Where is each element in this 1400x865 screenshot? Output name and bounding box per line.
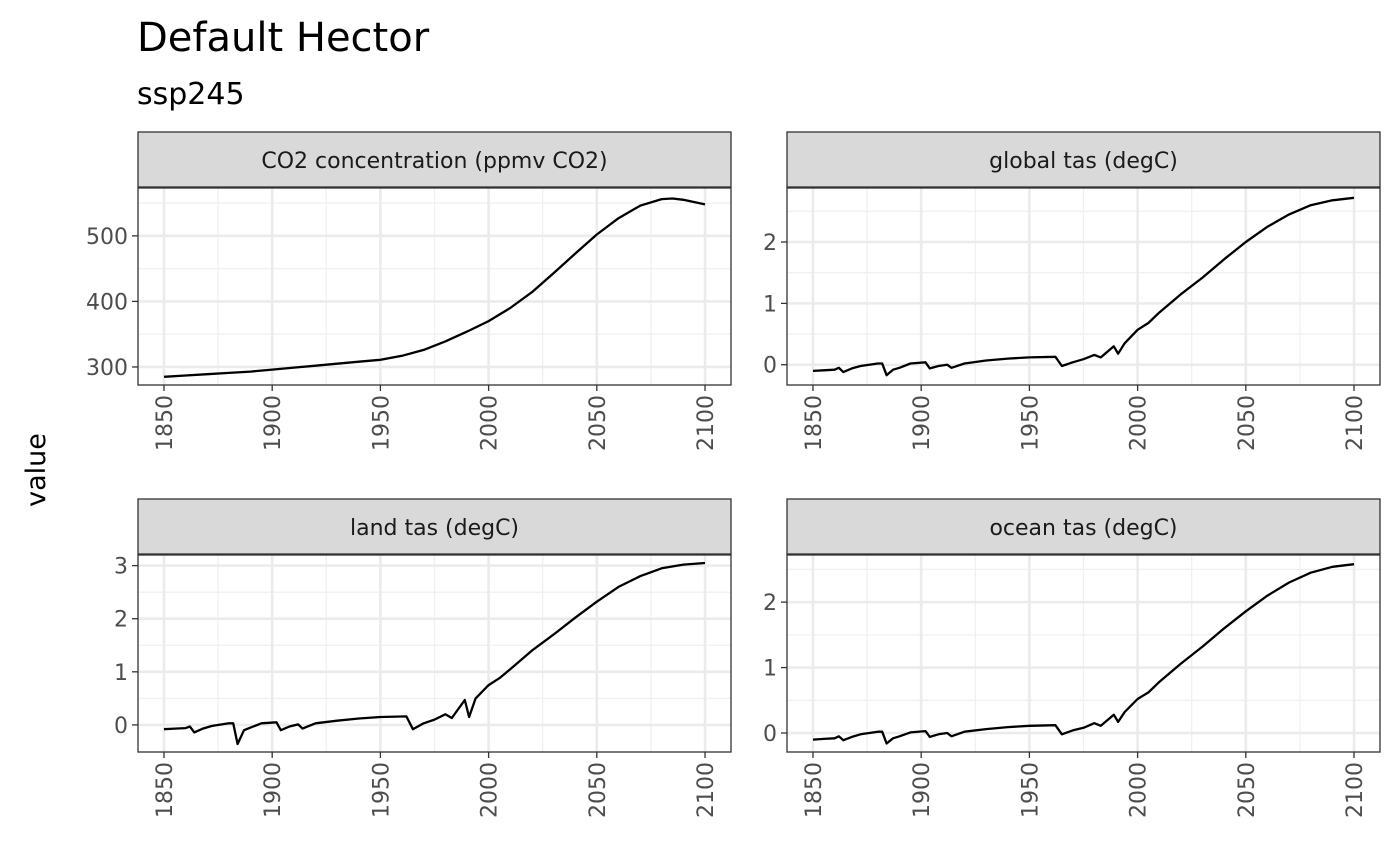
x-tick-label: 2050 <box>586 395 611 451</box>
facet-strip-label: CO2 concentration (ppmv CO2) <box>261 149 607 174</box>
x-tick-label: 1850 <box>153 395 178 451</box>
x-tick-label: 1900 <box>261 762 286 818</box>
facet-strip <box>786 131 1381 188</box>
x-tick-label: 1900 <box>261 395 286 451</box>
series-line <box>812 196 1355 377</box>
panel-3: land tas (degC) 0 1 2 3 1850 1900 1950 2000 2050 2… <box>114 498 732 818</box>
y-tick-label: 1 <box>763 657 777 682</box>
panel-border <box>786 554 1381 753</box>
facet-strip-label: global tas (degC) <box>989 149 1178 174</box>
x-tick-label: 1850 <box>802 762 827 818</box>
x-tick-label: 1900 <box>910 395 935 451</box>
x-tick-label: 2000 <box>1127 762 1152 818</box>
x-tick-label: 2000 <box>478 762 503 818</box>
y-tick-label: 3 <box>114 555 128 580</box>
x-tick-label: 1950 <box>369 762 394 818</box>
y-tick-label: 400 <box>86 290 128 315</box>
y-tick-label: 300 <box>86 356 128 381</box>
x-tick-label: 2100 <box>694 762 719 818</box>
x-tick-label: 1950 <box>1018 395 1043 451</box>
panel-border <box>137 554 732 753</box>
facet-strip <box>786 498 1381 555</box>
series-line <box>163 561 706 746</box>
x-tick-label: 1950 <box>1018 762 1043 818</box>
x-tick-label: 1850 <box>153 762 178 818</box>
x-tick-label: 2050 <box>1235 395 1260 451</box>
y-tick-label: 0 <box>763 354 777 379</box>
y-tick-label: 1 <box>763 292 777 317</box>
chart-subtitle: ssp245 <box>137 77 245 112</box>
facet-strip <box>137 498 732 555</box>
x-tick-label: 2000 <box>478 395 503 451</box>
facet-strip <box>137 131 732 188</box>
y-tick-label: 500 <box>86 225 128 250</box>
series-line <box>812 563 1355 745</box>
y-tick-label: 0 <box>114 714 128 739</box>
panel-4: ocean tas (degC) 0 1 2 1850 1900 1950 2000 2050 2… <box>763 498 1381 818</box>
x-tick-label: 2100 <box>1343 762 1368 818</box>
chart-title: Default Hector <box>137 15 430 61</box>
panel-border <box>786 187 1381 386</box>
panel-1: CO2 concentration (ppmv CO2) 300 400 500 185… <box>86 131 732 451</box>
x-tick-label: 2050 <box>1235 762 1260 818</box>
y-tick-label: 1 <box>114 661 128 686</box>
panel-2: global tas (degC) 0 1 2 1850 1900 1950 2000 2050… <box>763 131 1381 451</box>
panel-border <box>137 187 732 386</box>
x-tick-label: 2100 <box>694 395 719 451</box>
y-axis-label: value <box>21 433 52 507</box>
y-tick-label: 2 <box>763 591 777 616</box>
x-tick-label: 2100 <box>1343 395 1368 451</box>
y-tick-label: 2 <box>763 231 777 256</box>
facet-strip-label: land tas (degC) <box>350 516 519 541</box>
x-tick-label: 1950 <box>369 395 394 451</box>
y-tick-label: 2 <box>114 608 128 633</box>
x-tick-label: 1850 <box>802 395 827 451</box>
facet-strip-label: ocean tas (degC) <box>989 516 1177 541</box>
y-tick-label: 0 <box>763 722 777 747</box>
series-line <box>163 197 706 378</box>
x-tick-label: 2050 <box>586 762 611 818</box>
x-tick-label: 2000 <box>1127 395 1152 451</box>
x-tick-label: 1900 <box>910 762 935 818</box>
